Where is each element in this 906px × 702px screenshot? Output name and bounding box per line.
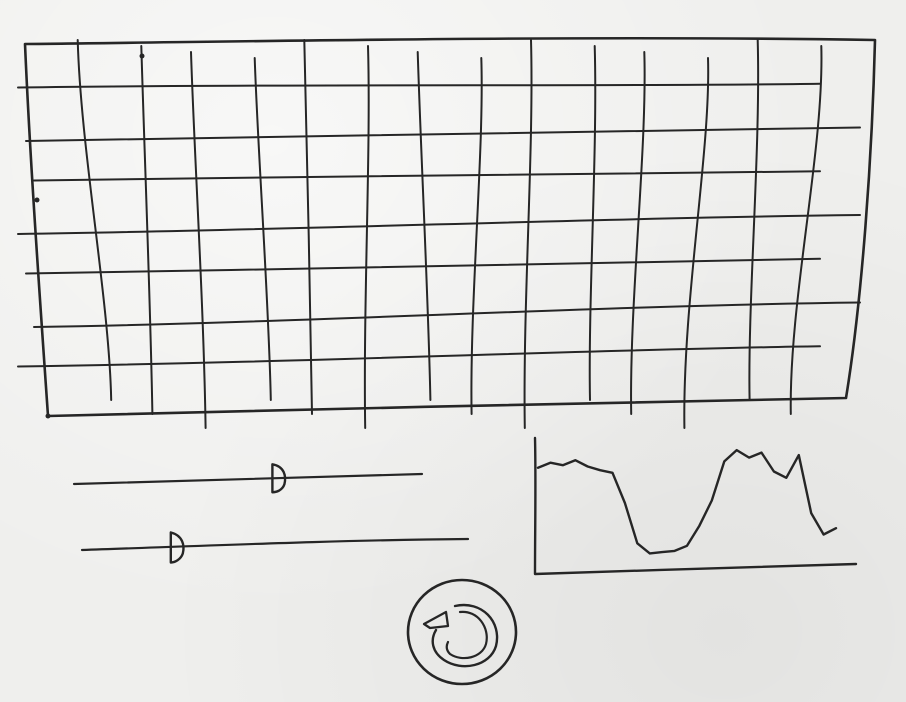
grid-col-line: [789, 45, 823, 415]
grid-dot: [139, 53, 145, 59]
grid-frame: [23, 36, 877, 418]
grid-col-line: [190, 51, 207, 429]
slider-top[interactable]: [72, 463, 424, 494]
grid-row-line: [33, 301, 861, 328]
grid-row-line: [17, 214, 861, 235]
grid-col-line: [140, 45, 154, 415]
grid-col-line: [683, 57, 710, 429]
grid-row-line: [33, 170, 821, 182]
grid-cols: [76, 39, 823, 429]
waveform-panel[interactable]: [533, 436, 858, 576]
slider-bottom[interactable]: [80, 531, 470, 564]
grid-col-line: [363, 45, 370, 429]
waveform-axis: [533, 436, 858, 576]
grid-row-line: [25, 126, 861, 142]
reset-button-circle: [406, 578, 518, 686]
slider-track: [80, 537, 470, 552]
grid-col-line: [253, 57, 272, 401]
grid-panel[interactable]: [17, 36, 877, 429]
grid-col-line: [630, 51, 646, 415]
waveform-line: [536, 448, 838, 555]
grid-col-line: [303, 39, 313, 415]
grid-col-line: [588, 45, 597, 401]
grid-col-line: [748, 39, 760, 401]
grid-col-line: [76, 39, 113, 401]
grid-col-line: [523, 39, 533, 429]
grid-dot: [34, 197, 40, 203]
reset-button[interactable]: [406, 578, 518, 686]
slider-handle[interactable]: [169, 531, 185, 564]
grid-row-line: [17, 82, 821, 89]
slider-handle[interactable]: [271, 463, 287, 494]
slider-track: [72, 472, 424, 486]
refresh-icon: [422, 603, 499, 668]
grid-dot: [45, 413, 51, 419]
grid-row-line: [17, 345, 821, 368]
grid-row-line: [25, 257, 821, 275]
grid-col-line: [470, 57, 483, 415]
grid-col-line: [416, 51, 432, 401]
